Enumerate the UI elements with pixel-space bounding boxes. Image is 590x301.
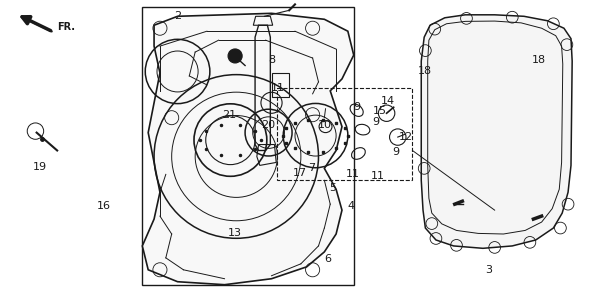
Text: 11: 11 [371, 171, 385, 181]
Text: 7: 7 [308, 163, 315, 173]
Text: 5: 5 [330, 183, 337, 193]
Text: 9: 9 [372, 117, 379, 127]
Text: 18: 18 [532, 54, 546, 64]
Text: 12: 12 [398, 132, 412, 142]
Text: 11: 11 [346, 169, 359, 179]
Text: 21: 21 [222, 110, 236, 120]
Text: 13: 13 [228, 228, 241, 237]
Text: 6: 6 [324, 254, 331, 264]
Text: 16: 16 [97, 201, 111, 211]
Text: 17: 17 [293, 168, 307, 178]
Text: FR.: FR. [57, 22, 75, 32]
Text: 9: 9 [392, 147, 399, 157]
Polygon shape [421, 15, 572, 248]
Text: 15: 15 [372, 106, 386, 116]
Text: 20: 20 [261, 120, 276, 130]
Text: 9: 9 [353, 102, 361, 112]
Text: 2: 2 [174, 11, 181, 21]
Text: 14: 14 [381, 96, 395, 106]
Text: 19: 19 [32, 162, 47, 172]
Text: 10: 10 [318, 120, 332, 130]
Text: 4: 4 [348, 201, 355, 211]
Text: 8: 8 [268, 54, 275, 64]
Text: 11: 11 [270, 83, 284, 93]
Polygon shape [142, 13, 354, 285]
Circle shape [228, 49, 242, 63]
Text: 18: 18 [418, 67, 432, 76]
Text: 3: 3 [486, 265, 492, 275]
